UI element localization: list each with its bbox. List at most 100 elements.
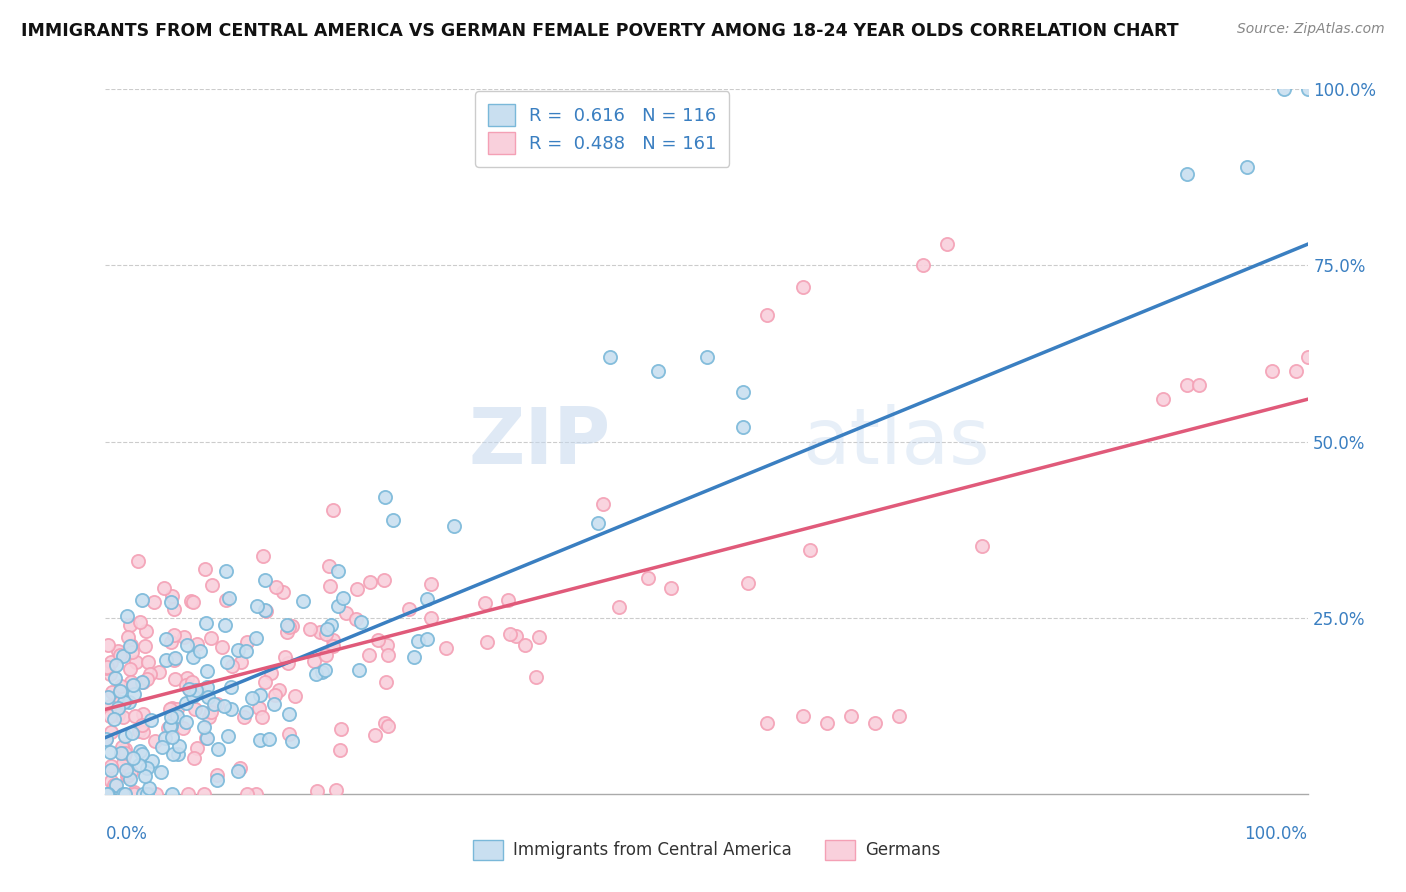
Point — [108, 648, 131, 663]
Point — [160, 595, 183, 609]
Point — [155, 632, 177, 646]
Point — [420, 577, 443, 591]
Point — [326, 564, 349, 578]
Point — [315, 648, 337, 662]
Point — [135, 672, 157, 686]
Point — [607, 599, 630, 614]
Point — [277, 726, 299, 740]
Point — [107, 694, 129, 708]
Point — [364, 728, 387, 742]
Text: 100.0%: 100.0% — [1244, 825, 1308, 843]
Point — [215, 565, 238, 579]
Point — [198, 709, 221, 723]
Point — [160, 635, 183, 649]
Point — [122, 751, 145, 765]
Point — [160, 589, 183, 603]
Text: IMMIGRANTS FROM CENTRAL AMERICA VS GERMAN FEMALE POVERTY AMONG 18-24 YEAR OLDS C: IMMIGRANTS FROM CENTRAL AMERICA VS GERMA… — [21, 22, 1178, 40]
Point — [276, 617, 298, 632]
Point — [792, 709, 814, 723]
Point — [174, 678, 197, 692]
Point — [382, 513, 405, 527]
Point — [404, 650, 426, 665]
Point — [599, 350, 621, 364]
Point — [186, 741, 208, 756]
Point — [970, 539, 993, 553]
Point — [121, 645, 143, 659]
Point — [183, 595, 205, 609]
Point — [252, 549, 274, 563]
Point — [499, 627, 522, 641]
Point — [166, 701, 188, 715]
Point — [131, 675, 153, 690]
Point — [731, 420, 754, 434]
Point — [281, 619, 304, 633]
Point — [329, 743, 352, 757]
Point — [110, 746, 132, 760]
Point — [94, 732, 117, 747]
Point — [637, 571, 659, 585]
Point — [163, 672, 186, 686]
Point — [96, 787, 118, 801]
Point — [434, 641, 457, 656]
Point — [325, 783, 347, 797]
Point — [659, 581, 682, 595]
Point — [100, 725, 122, 739]
Point — [226, 764, 249, 779]
Point — [527, 630, 550, 644]
Point — [278, 620, 301, 634]
Point — [120, 765, 142, 780]
Point — [755, 716, 778, 731]
Point — [97, 787, 120, 801]
Point — [138, 787, 160, 801]
Point — [134, 640, 156, 654]
Point — [139, 667, 162, 681]
Point — [176, 638, 198, 652]
Point — [731, 385, 754, 400]
Point — [131, 593, 153, 607]
Point — [302, 654, 325, 668]
Point — [121, 725, 143, 739]
Point — [177, 787, 200, 801]
Point — [322, 503, 344, 517]
Point — [207, 742, 229, 756]
Point — [132, 787, 155, 801]
Point — [155, 653, 177, 667]
Point — [505, 629, 527, 643]
Point — [696, 350, 718, 364]
Point — [205, 697, 228, 711]
Point — [111, 739, 134, 754]
Text: Source: ZipAtlas.com: Source: ZipAtlas.com — [1237, 22, 1385, 37]
Point — [207, 772, 229, 787]
Point — [1260, 364, 1282, 378]
Point — [107, 701, 129, 715]
Point — [160, 710, 183, 724]
Point — [122, 678, 145, 692]
Point — [128, 744, 150, 758]
Point — [1175, 378, 1198, 392]
Point — [193, 720, 215, 734]
Point — [163, 601, 186, 615]
Point — [592, 497, 614, 511]
Legend: R =  0.616   N = 116, R =  0.488   N = 161: R = 0.616 N = 116, R = 0.488 N = 161 — [475, 91, 730, 167]
Point — [281, 733, 304, 747]
Point — [134, 769, 156, 783]
Point — [792, 279, 814, 293]
Point — [131, 717, 153, 731]
Text: atlas: atlas — [803, 403, 990, 480]
Point — [305, 784, 328, 798]
Point — [162, 714, 184, 728]
Point — [1188, 378, 1211, 392]
Point — [98, 745, 121, 759]
Point — [415, 592, 437, 607]
Point — [416, 632, 439, 646]
Point — [138, 780, 160, 795]
Point — [94, 661, 117, 675]
Point — [143, 734, 166, 748]
Point — [120, 638, 142, 652]
Point — [214, 618, 236, 632]
Point — [260, 665, 283, 680]
Point — [186, 637, 208, 651]
Point — [117, 768, 139, 782]
Point — [179, 683, 201, 698]
Point — [150, 739, 173, 754]
